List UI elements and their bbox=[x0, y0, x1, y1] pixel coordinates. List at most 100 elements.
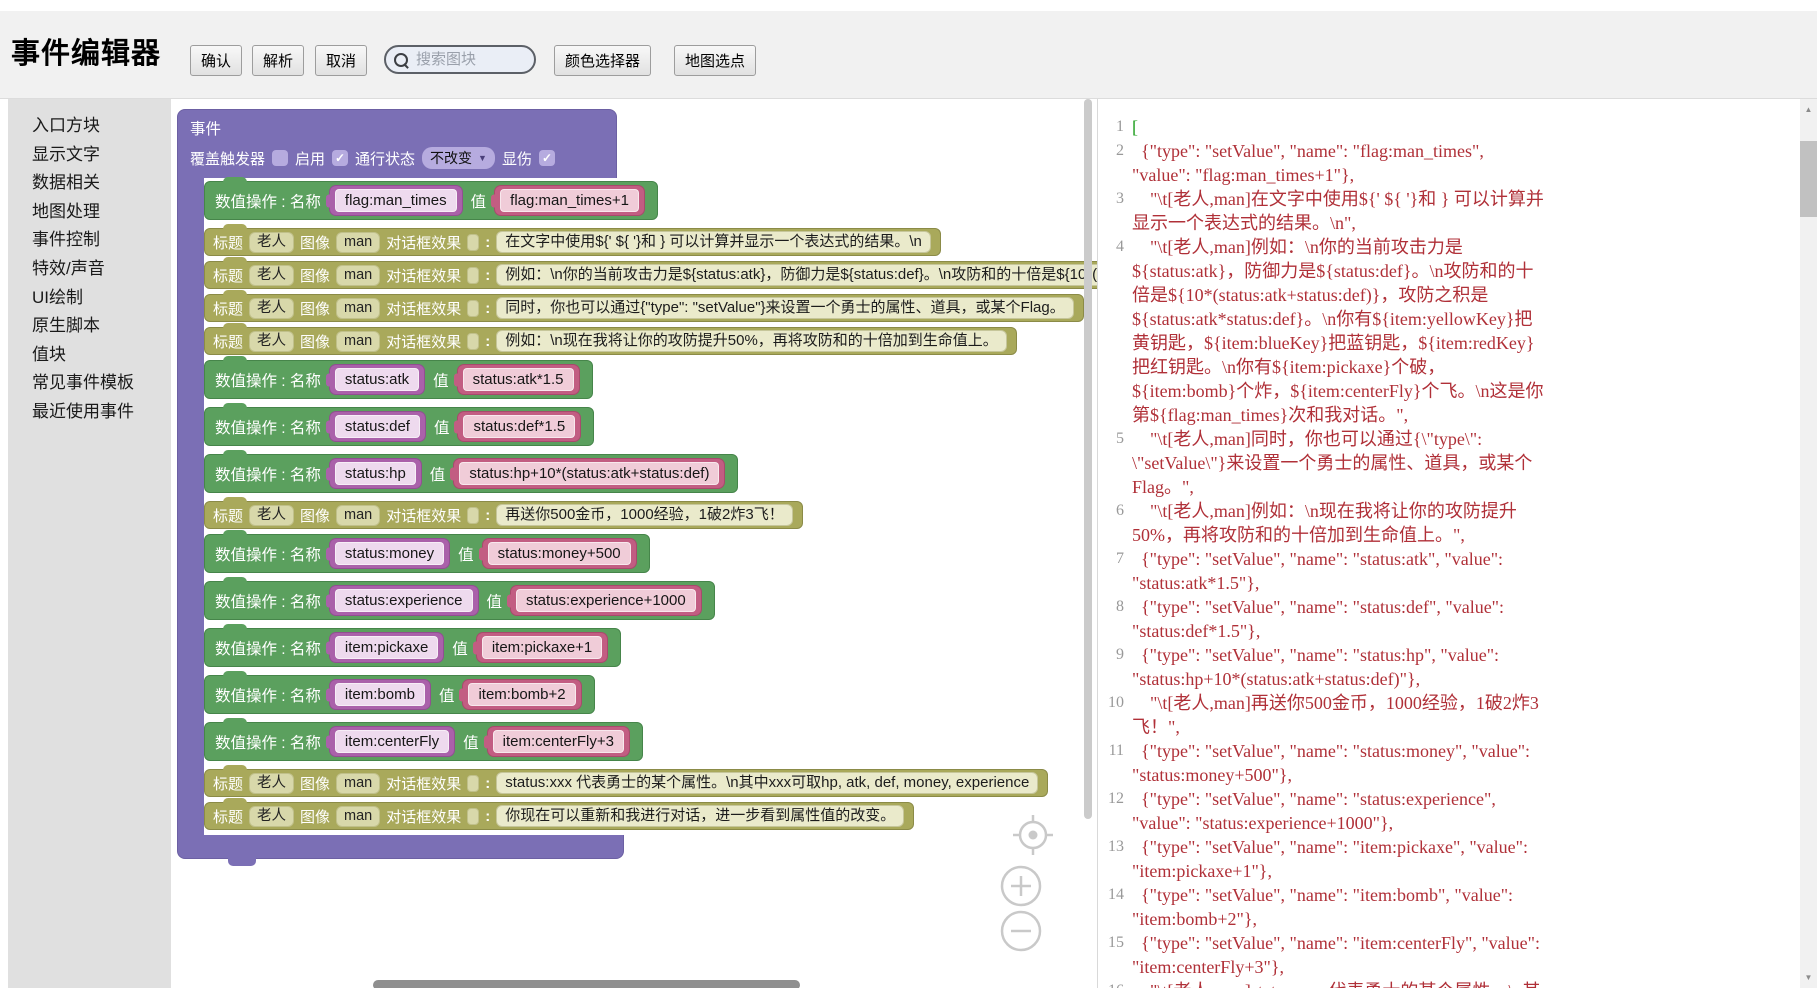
override-trigger-checkbox[interactable] bbox=[272, 150, 289, 166]
name-pill[interactable]: status:money bbox=[328, 538, 451, 569]
parse-button[interactable]: 解析 bbox=[252, 45, 305, 76]
text-block[interactable]: 标题 老人 图像 man 对话框效果: 你现在可以重新和我进行对话，进一步看到属性值的改变… bbox=[204, 798, 915, 830]
value-pill-field[interactable]: item:bomb+2 bbox=[468, 683, 576, 706]
scroll-down-icon[interactable]: ▼ bbox=[1804, 973, 1813, 982]
value-pill-field[interactable]: flag:man_times+1 bbox=[500, 189, 639, 212]
setvalue-block[interactable]: 数值操作 : 名称 status:hp 值 status:hp+10*(status:… bbox=[204, 450, 739, 493]
block-canvas[interactable]: 事件 覆盖触发器 启用 ✓ 通行状态 不改变 ▼ 显伤 ✓ 数值操作 : 名称 f… bbox=[171, 99, 1097, 988]
name-pill-field[interactable]: status:hp bbox=[334, 462, 416, 485]
dialog-effect-checkbox[interactable] bbox=[467, 774, 480, 792]
canvas-horizontal-scrollbar[interactable] bbox=[373, 980, 800, 988]
cancel-button[interactable]: 取消 bbox=[315, 45, 368, 76]
name-pill[interactable]: status:def bbox=[328, 411, 426, 442]
zoom-in-button[interactable] bbox=[999, 864, 1043, 913]
value-pill[interactable]: item:bomb+2 bbox=[462, 679, 582, 710]
name-pill[interactable]: flag:man_times bbox=[328, 185, 463, 216]
setvalue-block[interactable]: 数值操作 : 名称 status:atk 值 status:atk*1.5 bbox=[204, 356, 593, 399]
scrollbar-thumb[interactable] bbox=[1800, 141, 1817, 217]
sidebar-item[interactable]: 显示文字 bbox=[32, 144, 100, 164]
value-pill-field[interactable]: status:experience+1000 bbox=[516, 589, 696, 612]
text-content-field[interactable]: 再送你500金币，1000经验，1破2炸3飞！ bbox=[496, 504, 793, 526]
sidebar-item[interactable]: 事件控制 bbox=[32, 230, 100, 250]
dialog-effect-checkbox[interactable] bbox=[467, 807, 480, 825]
setvalue-block[interactable]: 数值操作 : 名称 status:def 值 status:def*1.5 bbox=[204, 403, 595, 446]
value-pill[interactable]: status:def*1.5 bbox=[457, 411, 582, 442]
scroll-up-icon[interactable]: ▲ bbox=[1804, 105, 1813, 114]
sidebar-item[interactable]: 特效/声音 bbox=[32, 258, 105, 278]
color-picker-button[interactable]: 颜色选择器 bbox=[554, 45, 652, 76]
text-content-field[interactable]: 例如：\n现在我将让你的攻防提升50%，再将攻防和的十倍加到生命值上。 bbox=[496, 330, 1007, 352]
text-title-chip[interactable]: 老人 bbox=[249, 264, 295, 286]
dialog-effect-checkbox[interactable] bbox=[467, 299, 480, 317]
text-title-chip[interactable]: 老人 bbox=[249, 330, 295, 352]
value-pill-field[interactable]: item:centerFly+3 bbox=[492, 730, 624, 753]
value-pill[interactable]: flag:man_times+1 bbox=[494, 185, 645, 216]
text-image-chip[interactable]: man bbox=[336, 330, 381, 352]
window-scrollbar[interactable]: ▲ ▼ bbox=[1800, 99, 1817, 988]
text-content-field[interactable]: 在文字中使用${' ${ '}和 } 可以计算并显示一个表达式的结果。\n bbox=[496, 231, 931, 253]
name-pill-field[interactable]: item:pickaxe bbox=[334, 636, 439, 659]
value-pill-field[interactable]: status:hp+10*(status:atk+status:def) bbox=[459, 462, 720, 485]
sidebar-item[interactable]: 入口方块 bbox=[32, 116, 100, 135]
value-pill-field[interactable]: status:atk*1.5 bbox=[462, 368, 574, 391]
dialog-effect-checkbox[interactable] bbox=[467, 332, 480, 350]
name-pill-field[interactable]: flag:man_times bbox=[334, 189, 457, 212]
text-title-chip[interactable]: 老人 bbox=[249, 297, 295, 319]
text-image-chip[interactable]: man bbox=[336, 504, 381, 526]
sidebar-item[interactable]: 地图处理 bbox=[32, 201, 100, 221]
text-block[interactable]: 标题 老人 图像 man 对话框效果: 在文字中使用${' ${ '}和 } 可以计算并显… bbox=[204, 224, 941, 256]
value-pill[interactable]: status:hp+10*(status:atk+status:def) bbox=[453, 458, 726, 489]
name-pill-field[interactable]: status:def bbox=[334, 415, 420, 438]
text-block[interactable]: 标题 老人 图像 man 对话框效果: status:xxx 代表勇士的某个属性。\n其中… bbox=[204, 765, 1049, 797]
text-content-field[interactable]: status:xxx 代表勇士的某个属性。\n其中xxx可取hp, atk, d… bbox=[496, 772, 1039, 794]
event-block[interactable]: 事件 覆盖触发器 启用 ✓ 通行状态 不改变 ▼ 显伤 ✓ 数值操作 : 名称 f… bbox=[177, 109, 1097, 866]
name-pill-field[interactable]: item:bomb bbox=[334, 683, 425, 706]
name-pill-field[interactable]: status:atk bbox=[334, 368, 420, 391]
text-content-field[interactable]: 你现在可以重新和我进行对话，进一步看到属性值的改变。 bbox=[496, 805, 905, 827]
value-pill-field[interactable]: status:def*1.5 bbox=[463, 415, 576, 438]
text-title-chip[interactable]: 老人 bbox=[249, 504, 295, 526]
confirm-button[interactable]: 确认 bbox=[190, 45, 243, 76]
text-image-chip[interactable]: man bbox=[336, 772, 381, 794]
name-pill[interactable]: status:atk bbox=[328, 364, 426, 395]
text-title-chip[interactable]: 老人 bbox=[249, 805, 295, 827]
text-image-chip[interactable]: man bbox=[336, 231, 381, 253]
sidebar-item[interactable]: 原生脚本 bbox=[32, 316, 100, 336]
sidebar-item[interactable]: 值块 bbox=[32, 344, 66, 364]
setvalue-block[interactable]: 数值操作 : 名称 item:bomb 值 item:bomb+2 bbox=[204, 671, 595, 714]
canvas-vertical-scrollbar[interactable] bbox=[1084, 99, 1092, 819]
text-block[interactable]: 标题 老人 图像 man 对话框效果: 例如：\n你的当前攻击力是${status:atk… bbox=[204, 257, 1097, 289]
value-pill[interactable]: status:experience+1000 bbox=[510, 585, 702, 616]
setvalue-block[interactable]: 数值操作 : 名称 item:pickaxe 值 item:pickaxe+1 bbox=[204, 624, 622, 667]
value-pill[interactable]: status:atk*1.5 bbox=[456, 364, 580, 395]
setvalue-block[interactable]: 数值操作 : 名称 item:centerFly 值 item:centerFly+3 bbox=[204, 718, 643, 761]
setvalue-block[interactable]: 数值操作 : 名称 status:experience 值 status:experi… bbox=[204, 577, 715, 620]
sidebar-item[interactable]: UI绘制 bbox=[32, 287, 83, 307]
pass-state-dropdown[interactable]: 不改变 ▼ bbox=[422, 147, 495, 169]
locate-target-icon[interactable] bbox=[1005, 811, 1061, 864]
sidebar-item[interactable]: 最近使用事件 bbox=[32, 401, 134, 421]
name-pill-field[interactable]: status:experience bbox=[334, 589, 473, 612]
name-pill[interactable]: status:experience bbox=[328, 585, 479, 616]
value-pill[interactable]: status:money+500 bbox=[481, 538, 637, 569]
text-block[interactable]: 标题 老人 图像 man 对话框效果: 例如：\n现在我将让你的攻防提升50%，再将攻防和… bbox=[204, 323, 1017, 355]
event-block-header[interactable]: 事件 覆盖触发器 启用 ✓ 通行状态 不改变 ▼ 显伤 ✓ bbox=[177, 109, 617, 178]
text-content-field[interactable]: 例如：\n你的当前攻击力是${status:atk}，防御力是${status:… bbox=[496, 264, 1097, 286]
map-pick-button[interactable]: 地图选点 bbox=[674, 45, 757, 76]
value-pill-field[interactable]: item:pickaxe+1 bbox=[481, 636, 603, 659]
search-input[interactable] bbox=[414, 50, 528, 69]
name-pill[interactable]: item:pickaxe bbox=[328, 632, 445, 663]
text-content-field[interactable]: 同时，你也可以通过{"type": "setValue"}来设置一个勇士的属性、… bbox=[496, 297, 1074, 319]
enabled-checkbox[interactable]: ✓ bbox=[332, 150, 349, 166]
name-pill-field[interactable]: status:money bbox=[334, 542, 445, 565]
sidebar-item[interactable]: 数据相关 bbox=[32, 173, 100, 193]
dialog-effect-checkbox[interactable] bbox=[467, 506, 480, 524]
zoom-out-button[interactable] bbox=[999, 909, 1043, 958]
text-image-chip[interactable]: man bbox=[336, 297, 381, 319]
search-box[interactable] bbox=[384, 45, 536, 74]
code-editor[interactable]: 1[2 {"type": "setValue", "name": "flag:m… bbox=[1097, 99, 1800, 988]
text-title-chip[interactable]: 老人 bbox=[249, 231, 295, 253]
value-pill[interactable]: item:pickaxe+1 bbox=[475, 632, 609, 663]
dialog-effect-checkbox[interactable] bbox=[467, 266, 480, 284]
sidebar-item[interactable]: 常见事件模板 bbox=[32, 373, 134, 393]
